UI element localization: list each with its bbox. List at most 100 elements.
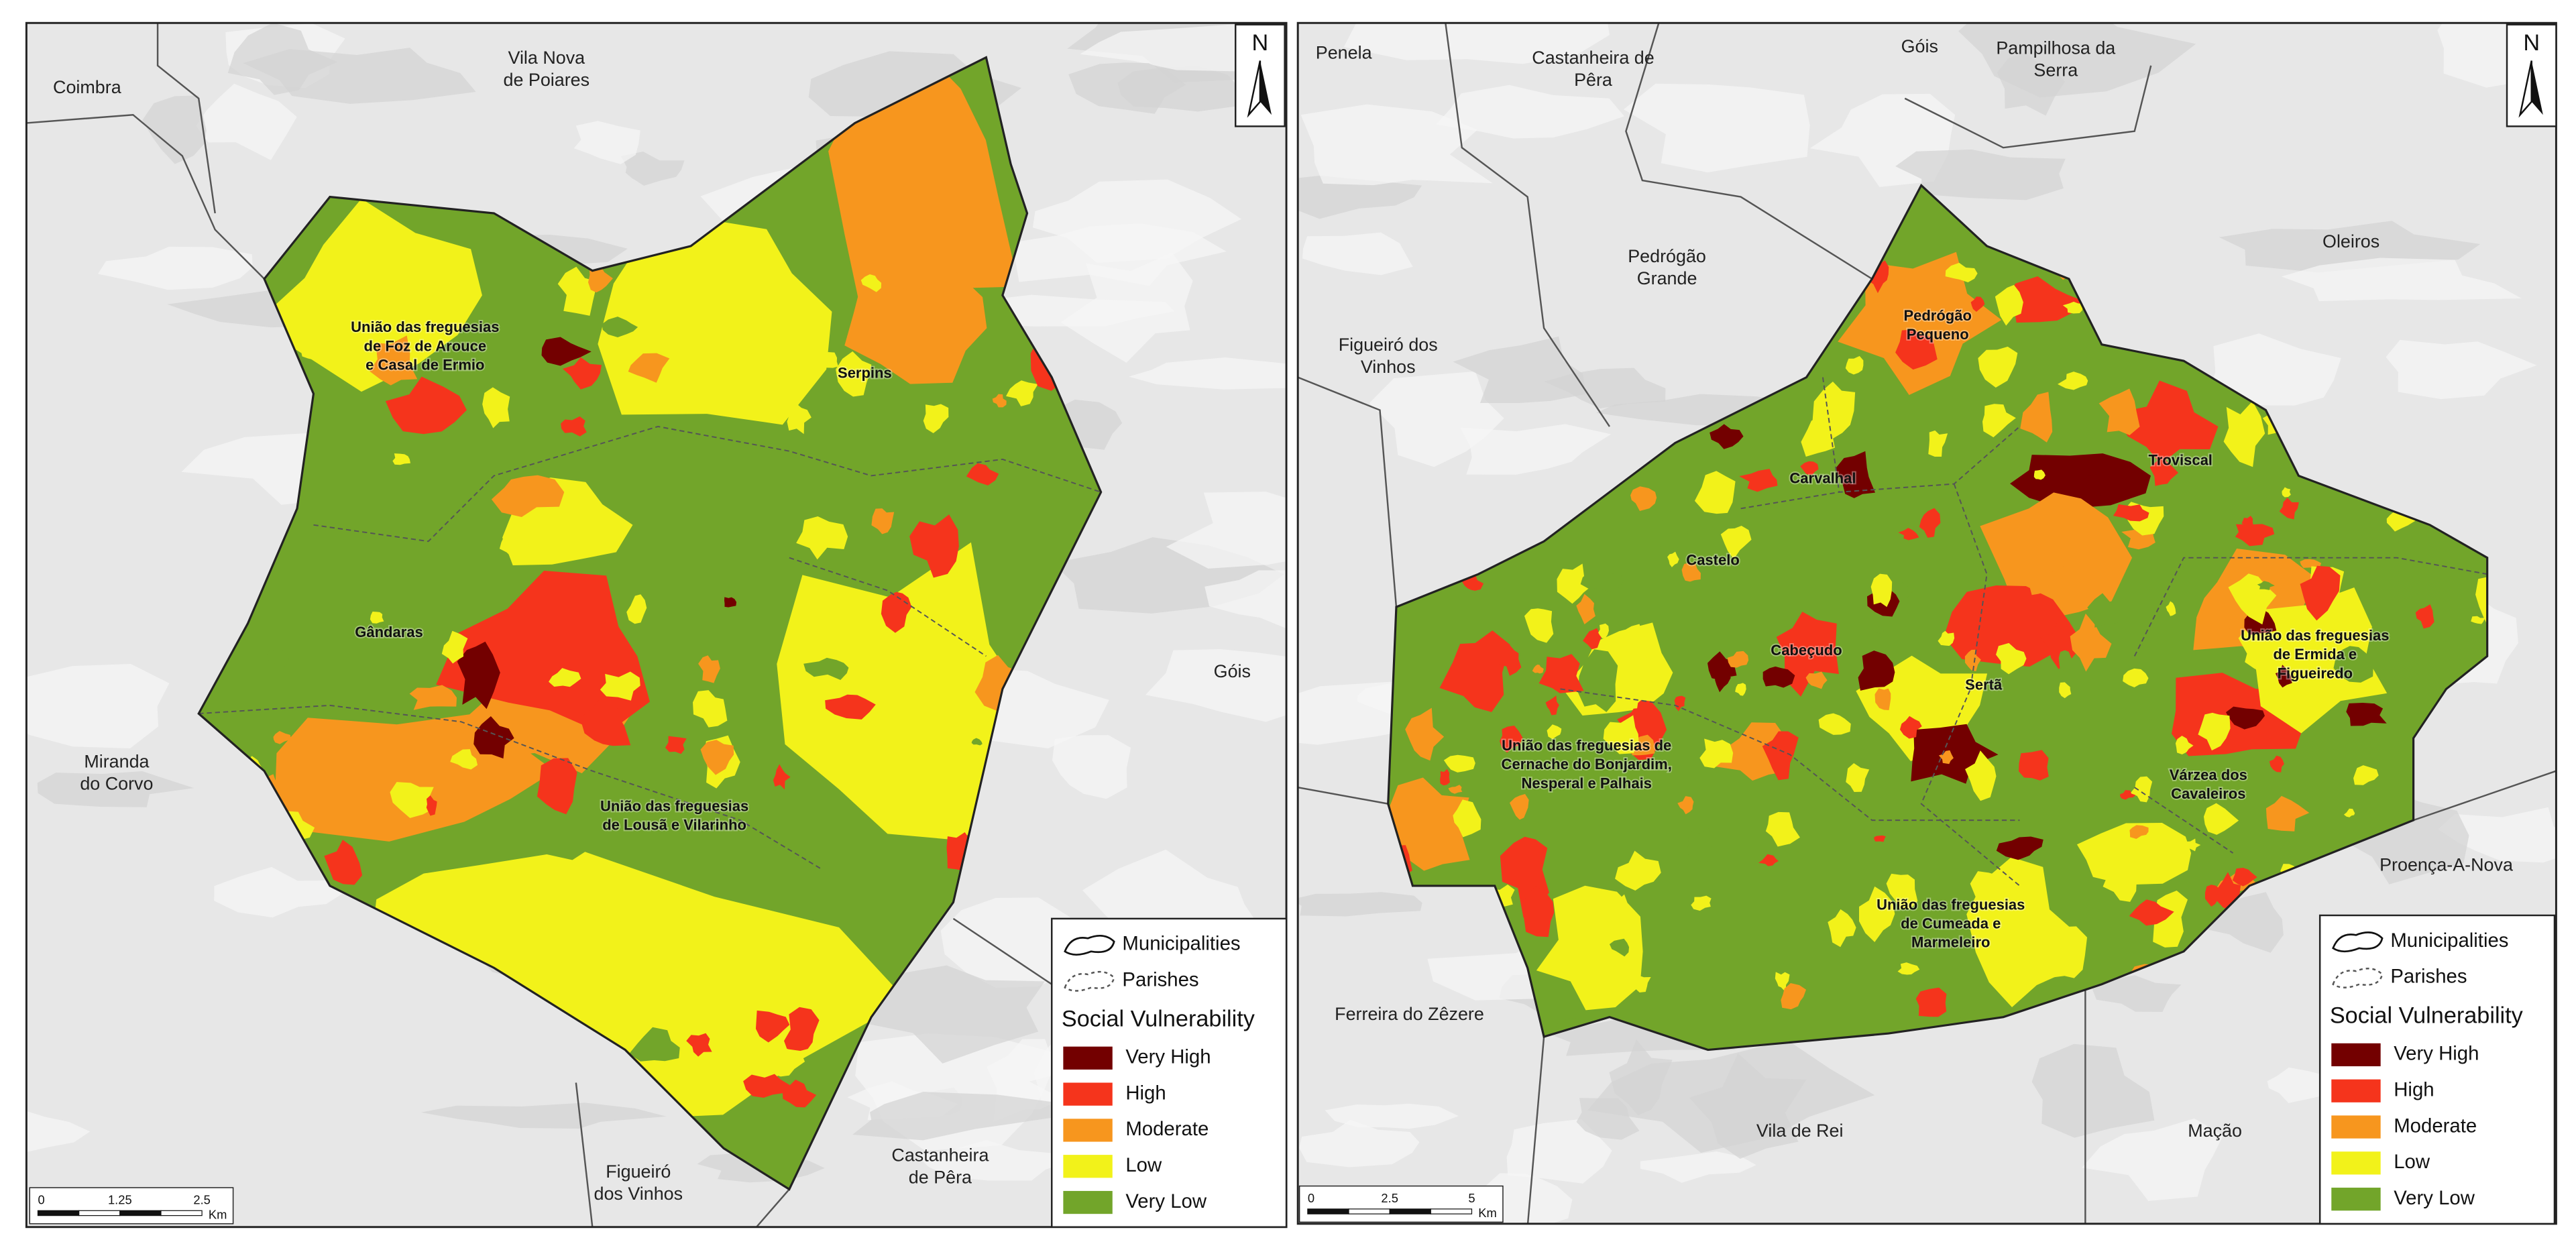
vulnerability-patch (491, 475, 565, 518)
vulnerability-patch (1898, 528, 1919, 541)
vulnerability-patch (561, 416, 587, 437)
vulnerability-patch (1674, 695, 1686, 712)
place-label: Góis (1214, 661, 1251, 681)
vulnerability-patch (860, 274, 882, 292)
vulnerability-patch (1694, 471, 1736, 514)
vulnerability-patch (2043, 546, 2078, 573)
legend-class-label: High (2394, 1078, 2434, 1100)
label-line: Grande (1637, 268, 1697, 288)
vulnerability-patch (409, 685, 457, 710)
panel-frame (1296, 21, 2557, 1225)
vulnerability-patch (1978, 346, 2018, 388)
label-line: de Ermida e (2273, 646, 2357, 663)
legend-swatch (1063, 1046, 1113, 1070)
legend-title: Social Vulnerability (2330, 1003, 2524, 1029)
place-label: Proença-A-Nova (2379, 855, 2513, 875)
vulnerability-patch (966, 463, 999, 486)
legend-box (1051, 917, 1288, 1228)
vulnerability-patch (784, 1007, 820, 1054)
legend-swatch (1063, 1190, 1113, 1214)
vulnerability-patch (2356, 682, 2371, 694)
vulnerability-patch (1899, 716, 1922, 739)
place-label: Oleiros (2322, 231, 2379, 251)
vulnerability-patch (266, 649, 290, 669)
vulnerability-patch (2198, 712, 2231, 751)
vulnerability-patch (665, 736, 687, 754)
vulnerability-patch (1583, 628, 1602, 650)
vulnerability-patch (1594, 752, 1629, 791)
vulnerability-patch (1699, 738, 1734, 769)
legend-boundary-label: Parishes (2390, 966, 2467, 988)
scale-bar-segment (1307, 1208, 1349, 1214)
label-line: Nesperal e Palhais (1521, 775, 1651, 791)
vulnerability-patch (2103, 858, 2141, 902)
label-line: Proença-A-Nova (2379, 855, 2513, 875)
vulnerability-patch (825, 694, 876, 720)
hillshade-relief (2208, 333, 2341, 406)
hillshade-relief (917, 1140, 1068, 1181)
vulnerability-patch (2343, 808, 2355, 817)
scale-box (1298, 1185, 1504, 1223)
vulnerability-patch (773, 764, 791, 790)
vulnerability-patch (1547, 724, 1562, 740)
parish-label: Serpins (838, 365, 892, 382)
label-line: Serra (2033, 60, 2078, 80)
parish-label: Sertã (1965, 676, 2003, 693)
vulnerability-patch (2113, 504, 2149, 522)
vulnerability-patch (1576, 593, 1595, 625)
vulnerability-patch (1443, 754, 1475, 773)
vulnerability-patch (1577, 649, 1618, 712)
label-line: Serpins (838, 365, 892, 382)
vulnerability-patch (324, 840, 363, 885)
municipality-boundary (575, 1082, 594, 1227)
label-line: de Cumeada e (1901, 915, 2001, 931)
vulnerability-patch (1964, 649, 1981, 671)
vulnerability-patch (1500, 725, 1523, 753)
label-line: Figueiró (606, 1161, 671, 1182)
vulnerability-patch (2257, 581, 2275, 590)
vulnerability-patch (1440, 769, 1450, 786)
vulnerability-patch (2181, 838, 2201, 852)
legend-class-label: Moderate (1125, 1118, 1209, 1140)
legend-swatch (1063, 1155, 1113, 1178)
vulnerability-patch (1874, 835, 1886, 842)
vulnerability-patch (1714, 667, 1731, 693)
vulnerability-patch (1707, 651, 1737, 681)
vulnerability-patch (457, 641, 500, 709)
north-arrow (2531, 60, 2543, 115)
legend-class-label: Moderate (2394, 1115, 2477, 1137)
municipality-outline (197, 56, 1103, 1191)
label-line: Vila de Rei (1756, 1121, 1844, 1141)
label-line: União das freguesias (600, 797, 748, 814)
place-label: Pampilhosa da Serra (1996, 38, 2115, 80)
hillshade-relief (620, 152, 685, 186)
vulnerability-patch (2020, 392, 2053, 443)
legend-swatch (1063, 1082, 1113, 1106)
scale-tick-label: 0 (38, 1192, 45, 1206)
vulnerability-patch (473, 716, 514, 759)
scale-tick-label: 5 (1468, 1191, 1475, 1205)
vulnerability-patch (1609, 938, 1630, 957)
vulnerability-patch (1532, 664, 1544, 674)
vulnerability-patch (1762, 731, 1799, 781)
legend-parish-symbol (2332, 968, 2384, 988)
parish-label: Carvalhal (1789, 469, 1856, 486)
vulnerability-patch (2010, 915, 2029, 937)
vulnerability-patch (782, 1079, 817, 1108)
vulnerability-patch (1524, 608, 1554, 643)
hillshade-relief (2281, 258, 2522, 302)
hillshade-relief (214, 866, 343, 918)
label-line: União das freguesias (351, 319, 499, 335)
vulnerability-patch (992, 394, 1007, 408)
vulnerability-patch (2232, 868, 2257, 887)
vulnerability-patch (1858, 650, 1895, 691)
label-line: Sertã (1965, 676, 2003, 693)
legend-municipality-symbol (2332, 931, 2384, 953)
vulnerability-patch (2120, 790, 2136, 800)
label-line: União das freguesias (1877, 896, 2025, 913)
label-line: de Pêra (909, 1168, 972, 1188)
vulnerability-patch (2223, 401, 2265, 467)
hillshade-relief (1205, 570, 1287, 629)
legend-swatch (2331, 1079, 2381, 1102)
